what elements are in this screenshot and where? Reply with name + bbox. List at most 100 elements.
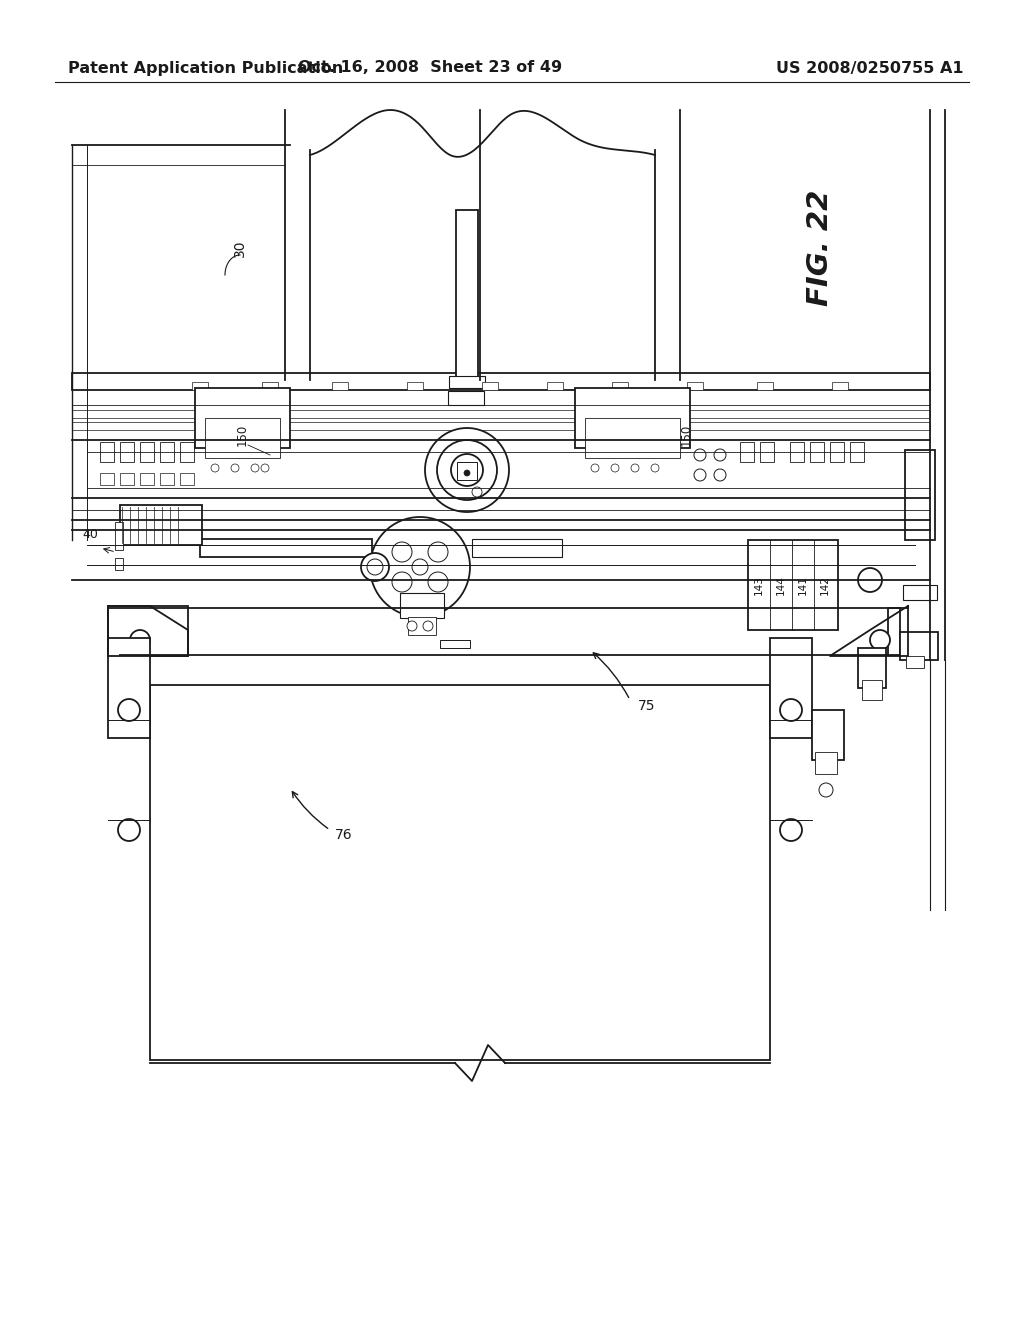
Bar xyxy=(140,442,154,462)
Circle shape xyxy=(437,440,497,500)
Bar xyxy=(205,418,280,458)
Bar xyxy=(770,638,812,738)
Bar xyxy=(862,680,882,700)
Bar xyxy=(906,656,924,668)
Bar xyxy=(449,391,484,405)
Text: 75: 75 xyxy=(638,700,655,713)
Circle shape xyxy=(425,428,509,512)
Circle shape xyxy=(464,470,470,477)
Text: Patent Application Publication: Patent Application Publication xyxy=(68,61,343,75)
Bar xyxy=(547,381,563,389)
Circle shape xyxy=(231,465,239,473)
Bar xyxy=(687,381,703,389)
Circle shape xyxy=(714,449,726,461)
Bar xyxy=(195,388,290,447)
Bar xyxy=(115,558,123,570)
Bar xyxy=(850,442,864,462)
Bar xyxy=(888,609,900,655)
Bar xyxy=(740,442,754,462)
Text: 150: 150 xyxy=(680,424,692,446)
Text: FIG. 22: FIG. 22 xyxy=(806,190,834,306)
Bar xyxy=(108,638,150,738)
Bar xyxy=(407,381,423,389)
Bar xyxy=(115,521,123,550)
Circle shape xyxy=(611,465,618,473)
Circle shape xyxy=(428,572,449,591)
Circle shape xyxy=(451,454,483,486)
Circle shape xyxy=(694,469,706,480)
Circle shape xyxy=(714,469,726,480)
Circle shape xyxy=(694,449,706,461)
Bar xyxy=(457,462,477,480)
Text: US 2008/0250755 A1: US 2008/0250755 A1 xyxy=(776,61,964,75)
Bar xyxy=(408,616,436,635)
Bar xyxy=(905,450,935,540)
Circle shape xyxy=(423,620,433,631)
Circle shape xyxy=(472,487,482,498)
Bar xyxy=(831,381,848,389)
Bar xyxy=(120,506,202,545)
Circle shape xyxy=(392,543,412,562)
Bar xyxy=(482,381,498,389)
Bar xyxy=(100,442,114,462)
Circle shape xyxy=(407,620,417,631)
Bar xyxy=(72,374,930,389)
Bar xyxy=(449,376,485,388)
Bar xyxy=(748,540,838,630)
Circle shape xyxy=(392,572,412,591)
Circle shape xyxy=(361,553,389,581)
Bar xyxy=(858,648,886,688)
Bar xyxy=(575,388,690,447)
Circle shape xyxy=(211,465,219,473)
Bar xyxy=(757,381,773,389)
Circle shape xyxy=(118,700,140,721)
Circle shape xyxy=(858,568,882,591)
Circle shape xyxy=(428,543,449,562)
Bar xyxy=(472,539,562,557)
Bar xyxy=(200,539,372,557)
Bar xyxy=(585,418,680,458)
Bar xyxy=(160,473,174,484)
Circle shape xyxy=(370,517,470,616)
Bar xyxy=(812,710,844,760)
Text: 142: 142 xyxy=(820,576,830,595)
Bar xyxy=(193,381,208,389)
Bar xyxy=(400,593,444,618)
Bar xyxy=(760,442,774,462)
Bar xyxy=(180,473,194,484)
Bar xyxy=(456,210,478,380)
Circle shape xyxy=(819,783,833,797)
Bar xyxy=(440,640,470,648)
Text: 30: 30 xyxy=(233,239,247,257)
Bar xyxy=(262,381,278,389)
Circle shape xyxy=(780,818,802,841)
Text: Oct. 16, 2008  Sheet 23 of 49: Oct. 16, 2008 Sheet 23 of 49 xyxy=(298,61,562,75)
Circle shape xyxy=(591,465,599,473)
Bar xyxy=(160,442,174,462)
FancyBboxPatch shape xyxy=(108,606,188,656)
Bar xyxy=(180,442,194,462)
Text: 141: 141 xyxy=(798,576,808,595)
Bar xyxy=(72,411,930,418)
Bar xyxy=(612,381,628,389)
Bar xyxy=(72,422,930,430)
Bar xyxy=(140,473,154,484)
Bar xyxy=(903,585,937,601)
Bar xyxy=(790,442,804,462)
Circle shape xyxy=(251,465,259,473)
Bar xyxy=(108,609,120,655)
Bar xyxy=(900,632,938,660)
Bar xyxy=(332,381,348,389)
Bar xyxy=(100,473,114,484)
Bar xyxy=(810,442,824,462)
Circle shape xyxy=(412,558,428,576)
Circle shape xyxy=(870,630,890,649)
Text: 144: 144 xyxy=(776,576,786,595)
Bar xyxy=(830,442,844,462)
Bar xyxy=(815,752,837,774)
Bar xyxy=(120,442,134,462)
Circle shape xyxy=(118,818,140,841)
Circle shape xyxy=(261,465,269,473)
Text: 40: 40 xyxy=(82,528,98,541)
Circle shape xyxy=(130,630,150,649)
